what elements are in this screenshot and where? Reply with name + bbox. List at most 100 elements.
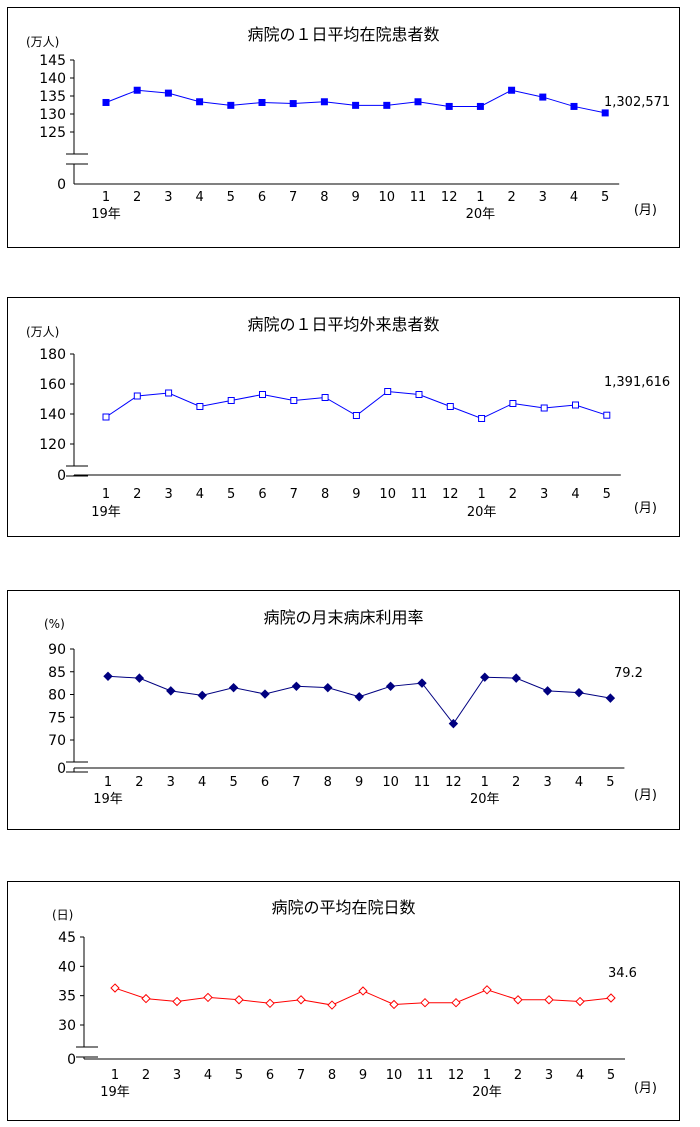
data-point-marker — [415, 391, 423, 398]
data-point-marker — [296, 995, 306, 1005]
x-year-label: 19年 — [91, 207, 121, 222]
x-tick-label: 1 — [102, 190, 110, 205]
data-point-marker — [320, 98, 328, 106]
y-tick-label: 140 — [39, 407, 66, 423]
latest-value-label: 1,302,571 — [604, 95, 670, 110]
x-tick-label: 5 — [227, 190, 235, 205]
data-point-marker — [290, 397, 298, 404]
x-tick-label: 5 — [229, 775, 237, 790]
data-point-marker — [164, 89, 172, 97]
x-tick-label: 4 — [570, 190, 578, 205]
x-tick-label: 9 — [359, 1068, 367, 1083]
latest-value-label: 1,391,616 — [604, 375, 670, 390]
data-point-marker — [110, 983, 120, 993]
data-point-marker — [352, 101, 360, 109]
x-tick-label: 2 — [514, 1068, 522, 1083]
x-tick-label: 2 — [512, 775, 520, 790]
x-tick-label: 2 — [135, 775, 143, 790]
y-tick-label: 180 — [39, 347, 66, 363]
x-tick-label: 1 — [481, 775, 489, 790]
y-tick-label: 140 — [39, 71, 66, 87]
x-tick-label: 4 — [204, 1068, 212, 1083]
data-point-marker — [478, 415, 486, 422]
y-tick-label: 30 — [58, 1018, 76, 1034]
latest-value-label: 79.2 — [614, 666, 643, 681]
data-point-marker — [102, 413, 110, 421]
data-point-marker — [228, 682, 239, 693]
x-year-label: 20年 — [466, 207, 496, 222]
data-point-marker — [605, 693, 616, 703]
x-tick-label: 7 — [297, 1068, 305, 1083]
x-tick-label: 1 — [476, 190, 484, 205]
x-tick-label: 5 — [601, 190, 609, 205]
data-point-marker — [385, 681, 396, 692]
x-year-label: 20年 — [470, 792, 500, 807]
x-tick-label: 12 — [442, 487, 459, 502]
x-tick-label: 11 — [410, 190, 427, 205]
chart-title: 病院の平均在院日数 — [271, 898, 415, 917]
bed-utilization-chart-panel: 病院の月末病床利用率 (%) 90 85 80 75 70 0 1 2 3 4 5 6 7 8 9 10 11 12 1… — [7, 590, 680, 830]
x-tick-label: 5 — [607, 1068, 615, 1083]
data-point-marker — [383, 101, 391, 109]
x-tick-label: 12 — [448, 1068, 465, 1083]
data-point-marker — [289, 100, 297, 108]
data-point-marker — [414, 98, 422, 106]
x-tick-label: 7 — [289, 190, 297, 205]
x-tick-label: 9 — [351, 190, 359, 205]
y-tick-label: 90 — [48, 642, 66, 658]
data-point-marker — [603, 411, 611, 419]
y-tick-label: 35 — [58, 989, 76, 1005]
y-zero-label: 0 — [57, 761, 66, 777]
data-point-marker — [134, 673, 145, 683]
x-unit-label: (月) — [634, 501, 657, 516]
data-point-marker — [446, 403, 454, 410]
x-year-label: 19年 — [93, 792, 123, 807]
average-stay-chart-panel: 病院の平均在院日数 (日) 45 40 35 30 0 1 2 3 4 5 6 7 8 9 10 11 12 1 2 3 4… — [7, 881, 680, 1121]
data-point-marker — [352, 412, 360, 419]
data-point-marker — [574, 687, 584, 698]
x-unit-label: (月) — [634, 1081, 657, 1096]
x-unit-label: (月) — [634, 788, 657, 803]
data-point-marker — [133, 86, 141, 94]
data-point-marker — [265, 998, 275, 1009]
y-tick-label: 125 — [39, 125, 66, 141]
data-point-marker — [513, 995, 523, 1005]
x-tick-label: 3 — [545, 1068, 553, 1083]
x-tick-label: 5 — [603, 487, 611, 502]
data-point-marker — [203, 992, 213, 1003]
x-tick-label: 1 — [111, 1068, 119, 1083]
x-tick-label: 3 — [167, 775, 175, 790]
x-tick-label: 11 — [417, 1068, 434, 1083]
data-point-marker — [448, 718, 459, 729]
data-point-marker — [196, 98, 204, 106]
data-point-marker — [197, 690, 207, 701]
x-tick-label: 8 — [320, 190, 328, 205]
y-unit-label: (万人) — [26, 35, 59, 49]
data-point-marker — [141, 993, 151, 1004]
y-tick-label: 75 — [48, 710, 66, 726]
data-point-marker — [482, 985, 492, 995]
chart-title: 病院の月末病床利用率 — [263, 608, 423, 627]
chart-title: 病院の１日平均外来患者数 — [247, 315, 439, 334]
y-tick-label: 85 — [48, 665, 66, 681]
x-tick-label: 5 — [606, 775, 614, 790]
x-tick-label: 1 — [104, 775, 112, 790]
y-tick-label: 160 — [39, 377, 66, 393]
x-tick-label: 4 — [576, 1068, 584, 1083]
x-tick-label: 2 — [133, 190, 141, 205]
x-tick-label: 12 — [445, 775, 462, 790]
y-tick-label: 40 — [58, 959, 76, 975]
data-point-marker — [480, 672, 490, 682]
x-tick-label: 4 — [196, 487, 204, 502]
data-point-marker — [133, 392, 141, 400]
x-tick-label: 7 — [292, 775, 300, 790]
x-year-label: 20年 — [467, 505, 497, 520]
x-tick-label: 10 — [379, 487, 396, 502]
x-tick-label: 3 — [540, 487, 548, 502]
data-point-marker — [102, 98, 110, 106]
data-point-marker — [259, 391, 266, 398]
y-zero-label: 0 — [67, 1052, 76, 1068]
data-point-marker — [354, 692, 364, 702]
data-point-marker — [384, 388, 392, 395]
data-point-marker — [321, 394, 329, 401]
